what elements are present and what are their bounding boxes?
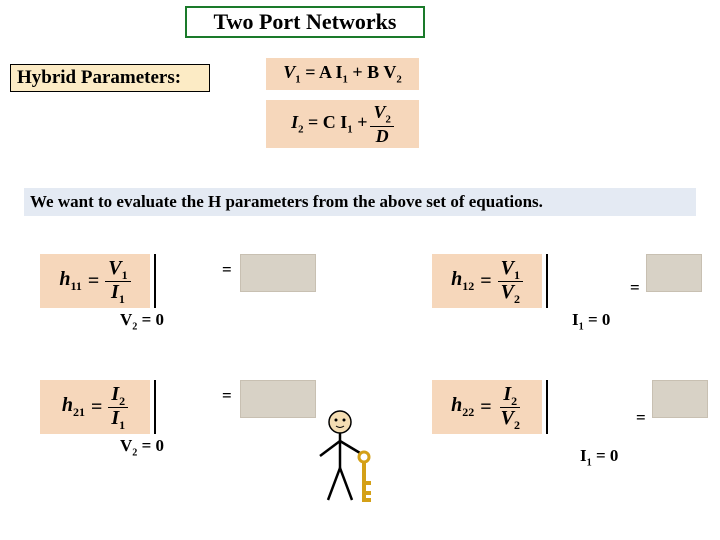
person-with-key-icon (310, 408, 380, 528)
equals-sign: = (636, 408, 646, 428)
description-text: We want to evaluate the H parameters fro… (24, 188, 696, 216)
equals-sign: = (222, 260, 232, 280)
h21-result-box (240, 380, 316, 418)
h12-condition: I1 = 0 (572, 310, 610, 332)
vbar (546, 380, 548, 434)
vbar (546, 254, 548, 308)
h22-result-box (652, 380, 708, 418)
subtitle: Hybrid Parameters: (10, 64, 210, 92)
h22-formula: h22 = I2 V2 (432, 380, 542, 434)
page-title: Two Port Networks (185, 6, 425, 38)
h11-result-box (240, 254, 316, 292)
h21-condition: V2 = 0 (120, 436, 164, 458)
equals-sign: = (630, 278, 640, 298)
h22-condition: I1 = 0 (580, 446, 618, 468)
vbar (154, 254, 156, 308)
equation-i2: I2 = C I1 + V2 D (266, 100, 419, 148)
h12-result-box (646, 254, 702, 292)
h21-formula: h21 = I2 I1 (40, 380, 150, 434)
h11-condition: V2 = 0 (120, 310, 164, 332)
equation-v1: V1 = A I1 + B V2 (266, 58, 419, 90)
h11-formula: h11 = V1 I1 (40, 254, 150, 308)
equals-sign: = (222, 386, 232, 406)
vbar (154, 380, 156, 434)
h12-formula: h12 = V1 V2 (432, 254, 542, 308)
